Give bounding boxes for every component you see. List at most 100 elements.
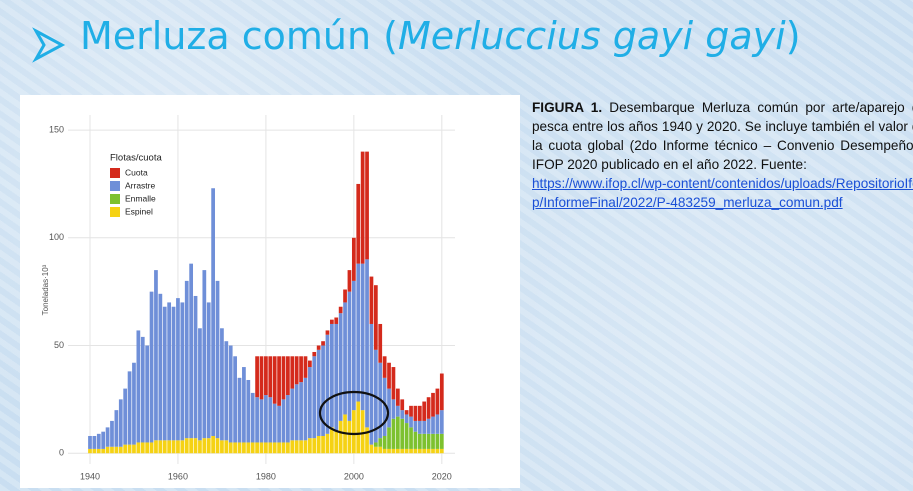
bar-segment (413, 431, 418, 449)
bar-segment (360, 263, 365, 411)
bar-segment (259, 399, 264, 443)
bar-segment (136, 330, 141, 443)
bar-segment (338, 306, 343, 314)
bar-segment (96, 433, 101, 449)
bar-segment (286, 356, 290, 396)
legend-swatch (110, 168, 120, 178)
bar-segment (316, 349, 321, 436)
bar-segment (224, 440, 229, 454)
bar-segment (294, 356, 299, 385)
bar-segment (400, 448, 405, 454)
bar-segment (264, 442, 268, 454)
bar-segment (338, 420, 343, 454)
bar-segment (277, 442, 281, 454)
bar-segment (312, 438, 317, 454)
bar-segment (154, 440, 158, 454)
legend-swatch (110, 194, 120, 204)
bar-segment (303, 440, 308, 454)
bar-segment (378, 438, 383, 447)
bar-segment (321, 341, 325, 346)
bar-segment (338, 313, 343, 421)
bar-segment (387, 427, 391, 449)
bar-segment (268, 442, 273, 454)
bar-segment (404, 410, 409, 415)
x-tick-label: 1980 (256, 471, 276, 481)
bar-segment (334, 431, 339, 454)
bar-segment (286, 442, 290, 454)
x-tick-label: 2000 (344, 471, 364, 481)
bar-segment (431, 433, 435, 449)
bar-segment (299, 382, 303, 441)
bar-segment (312, 351, 317, 357)
bar-segment (281, 442, 286, 454)
bar-segment (413, 405, 418, 421)
bar-segment (140, 336, 145, 443)
bar-segment (417, 420, 422, 434)
bar-segment (286, 395, 290, 443)
bar-segment (325, 433, 330, 454)
bar-segment (110, 420, 114, 447)
bar-segment (329, 427, 334, 454)
bar-segment (308, 360, 312, 368)
bar-segment (277, 405, 281, 443)
bar-segment (378, 323, 383, 363)
bar-segment (365, 151, 369, 260)
x-tick-label: 2020 (432, 471, 452, 481)
bar-segment (422, 448, 427, 454)
bar-segment (387, 388, 391, 428)
bar-segment (409, 448, 413, 454)
bar-segment (325, 330, 330, 335)
bar-segment (202, 270, 207, 439)
bar-segment (211, 435, 215, 454)
bar-segment (246, 442, 251, 454)
bar-segment (171, 306, 176, 441)
source-link[interactable]: https://www.ifop.cl/wp-content/contenido… (532, 176, 913, 210)
bar-segment (369, 444, 374, 454)
legend-label: Cuota (125, 167, 148, 177)
bar-segment (356, 183, 361, 264)
bar-segment (105, 427, 110, 447)
bar-segment (176, 298, 180, 441)
bar-segment (351, 410, 356, 454)
bar-segment (228, 345, 233, 443)
bar-segment (365, 259, 369, 428)
bar-segment (422, 433, 427, 449)
bar-segment (356, 401, 361, 454)
bar-segment (110, 446, 114, 454)
x-tick-label: 1960 (168, 471, 188, 481)
bar-segment (158, 293, 163, 441)
bar-segment (435, 448, 440, 454)
bar-segment (92, 435, 97, 449)
bar-segment (140, 442, 145, 454)
bar-segment (395, 405, 400, 417)
bar-segment (329, 319, 334, 324)
bar-segment (202, 438, 207, 454)
bar-segment (132, 444, 136, 454)
bar-segment (171, 440, 176, 454)
y-tick-label: 150 (49, 124, 64, 134)
bar-segment (220, 440, 224, 454)
bar-segment (334, 323, 339, 432)
bar-segment (321, 345, 325, 436)
y-tick-label: 100 (49, 232, 64, 242)
bar-segment (290, 388, 295, 441)
bar-segment (294, 440, 299, 454)
bar-segment (312, 356, 317, 439)
bar-segment (426, 433, 431, 449)
bar-segment (426, 418, 431, 434)
bar-segment (439, 410, 444, 434)
bar-segment (105, 446, 110, 454)
title-close: ) (785, 14, 801, 58)
bar-segment (264, 356, 268, 396)
bar-segment (272, 442, 277, 454)
bar-segment (158, 440, 163, 454)
bar-segment (118, 399, 123, 447)
legend-title: Flotas/cuota (110, 153, 162, 164)
bar-segment (417, 433, 422, 449)
bar-segment (373, 285, 378, 350)
bar-segment (351, 280, 356, 411)
bar-segment (123, 444, 128, 454)
bar-segment (343, 289, 347, 303)
title-text: Merluza común ( (80, 14, 398, 58)
